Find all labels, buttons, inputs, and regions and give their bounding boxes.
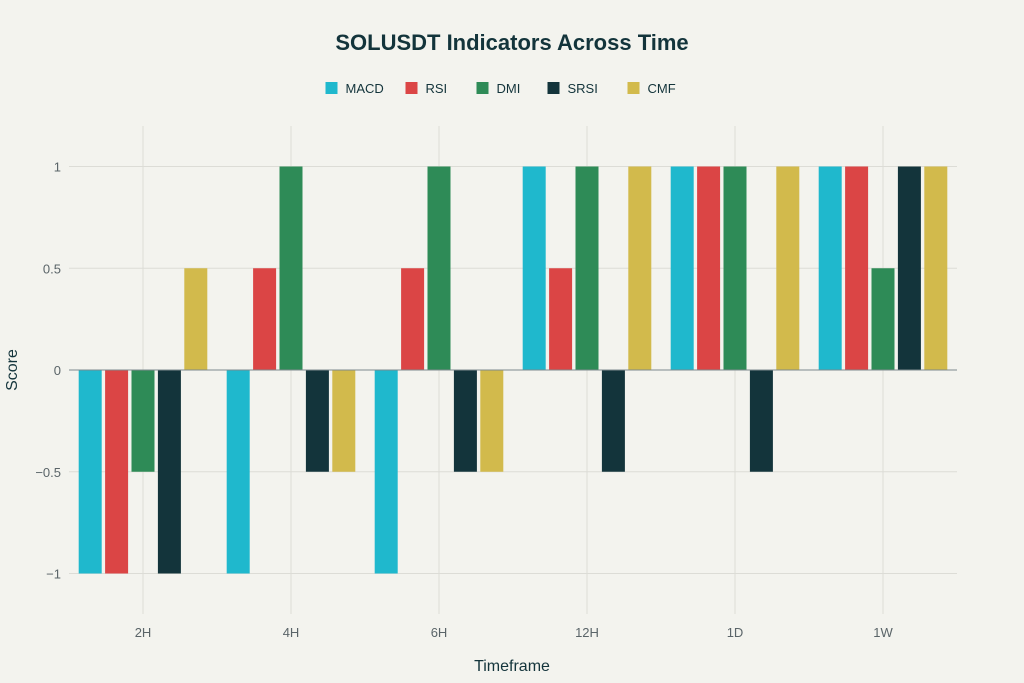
bar-cmf-4h [332, 370, 356, 472]
legend-swatch [476, 82, 489, 94]
legend-swatch [547, 82, 560, 94]
legend-swatch [325, 82, 338, 94]
bar-dmi-2h [131, 370, 155, 472]
y-axis-title: Score [4, 349, 21, 391]
bar-srsi-4h [305, 370, 329, 472]
legend-label: SRSI [568, 81, 598, 96]
bar-macd-6h [374, 370, 398, 574]
bar-rsi-1w [845, 166, 869, 370]
bar-rsi-2h [105, 370, 129, 574]
bar-dmi-1d [723, 166, 747, 370]
bar-cmf-1w [924, 166, 948, 370]
bar-srsi-12h [601, 370, 625, 472]
x-tick-label: 1W [873, 625, 893, 640]
bar-macd-2h [78, 370, 102, 574]
legend: MACD RSI DMI SRSI CMF [325, 81, 676, 96]
legend-label: MACD [346, 81, 384, 96]
legend-swatch [405, 82, 418, 94]
bar-rsi-1d [697, 166, 721, 370]
legend-item-cmf: CMF [627, 81, 676, 96]
bars-layer [78, 166, 948, 574]
bar-dmi-1w [871, 268, 895, 370]
legend-label: CMF [648, 81, 676, 96]
legend-item-srsi: SRSI [547, 81, 598, 96]
x-tick-label: 6H [431, 625, 448, 640]
legend-item-rsi: RSI [405, 81, 448, 96]
bar-srsi-6h [453, 370, 477, 472]
y-tick-label: 0.5 [43, 261, 61, 276]
y-tick-label: 1 [54, 160, 61, 175]
bar-srsi-1w [897, 166, 921, 370]
bar-srsi-2h [157, 370, 181, 574]
bar-macd-12h [522, 166, 546, 370]
legend-item-macd: MACD [325, 81, 384, 96]
legend-swatch [627, 82, 640, 94]
y-tick-label: −1 [46, 567, 61, 582]
y-tick-label: 0 [54, 363, 61, 378]
bar-macd-1w [818, 166, 842, 370]
bar-dmi-6h [427, 166, 451, 370]
legend-item-dmi: DMI [476, 81, 521, 96]
x-axis-title: Timeframe [474, 658, 550, 675]
chart-title: SOLUSDT Indicators Across Time [335, 30, 688, 55]
x-tick-label: 12H [575, 625, 599, 640]
bar-cmf-2h [184, 268, 208, 370]
bar-rsi-6h [401, 268, 425, 370]
bar-srsi-1d [749, 370, 773, 472]
x-tick-label: 1D [727, 625, 744, 640]
bar-macd-4h [226, 370, 250, 574]
legend-label: DMI [497, 81, 521, 96]
legend-label: RSI [426, 81, 448, 96]
bar-dmi-4h [279, 166, 303, 370]
x-tick-label: 2H [135, 625, 152, 640]
bar-dmi-12h [575, 166, 599, 370]
bar-cmf-12h [628, 166, 652, 370]
bar-rsi-12h [549, 268, 573, 370]
bar-macd-1d [670, 166, 694, 370]
bar-cmf-1d [776, 166, 800, 370]
x-tick-label: 4H [283, 625, 300, 640]
bar-cmf-6h [480, 370, 504, 472]
y-tick-label: −0.5 [35, 465, 61, 480]
bar-rsi-4h [253, 268, 277, 370]
